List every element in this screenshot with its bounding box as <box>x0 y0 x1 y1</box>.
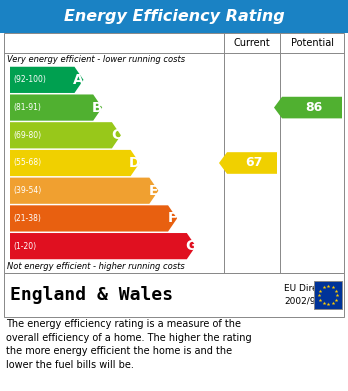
Text: Potential: Potential <box>291 38 333 48</box>
Text: 67: 67 <box>245 156 263 170</box>
Text: F: F <box>167 212 177 226</box>
Text: B: B <box>92 100 103 115</box>
Bar <box>4 33 344 273</box>
Text: Not energy efficient - higher running costs: Not energy efficient - higher running co… <box>7 262 185 271</box>
Text: EU Directive
2002/91/EC: EU Directive 2002/91/EC <box>284 284 340 306</box>
Polygon shape <box>10 67 84 93</box>
Text: Very energy efficient - lower running costs: Very energy efficient - lower running co… <box>7 55 185 64</box>
Bar <box>4 273 344 317</box>
Polygon shape <box>10 233 196 259</box>
Text: The energy efficiency rating is a measure of the
overall efficiency of a home. T: The energy efficiency rating is a measur… <box>6 319 252 370</box>
Text: England & Wales: England & Wales <box>10 286 173 304</box>
Polygon shape <box>10 150 140 176</box>
Text: Energy Efficiency Rating: Energy Efficiency Rating <box>64 9 284 24</box>
Text: C: C <box>111 128 121 142</box>
Polygon shape <box>219 152 277 174</box>
Text: Current: Current <box>234 38 270 48</box>
Text: (21-38): (21-38) <box>13 214 41 223</box>
Text: (92-100): (92-100) <box>13 75 46 84</box>
Bar <box>314 281 342 309</box>
Text: (39-54): (39-54) <box>13 186 41 195</box>
Text: G: G <box>185 239 197 253</box>
Bar <box>0 0 348 33</box>
Text: (69-80): (69-80) <box>13 131 41 140</box>
Text: 86: 86 <box>306 101 323 114</box>
Polygon shape <box>10 178 158 204</box>
Text: (81-91): (81-91) <box>13 103 41 112</box>
Polygon shape <box>10 95 102 121</box>
Text: (1-20): (1-20) <box>13 242 36 251</box>
Text: A: A <box>73 73 84 87</box>
Polygon shape <box>10 205 177 231</box>
Text: D: D <box>129 156 140 170</box>
Polygon shape <box>274 97 342 118</box>
Polygon shape <box>10 122 121 149</box>
Text: (55-68): (55-68) <box>13 158 41 167</box>
Text: E: E <box>149 184 158 198</box>
